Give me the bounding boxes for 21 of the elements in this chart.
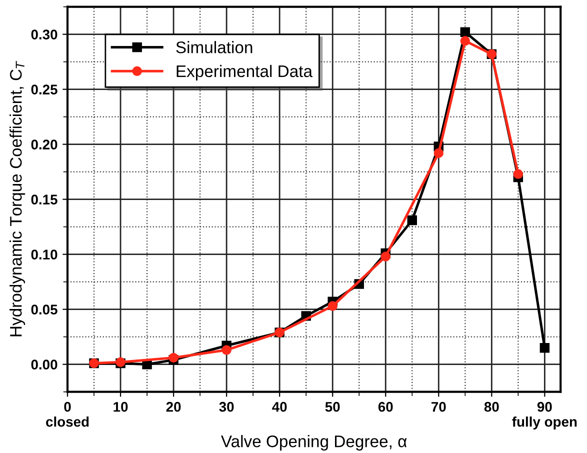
x-tick-label: 40	[272, 402, 287, 412]
legend-label: Simulation	[176, 41, 252, 54]
x-tick-label: 30	[219, 402, 234, 412]
y-tick-label: 0.20	[31, 140, 58, 150]
x-tick-label: 20	[166, 402, 181, 412]
y-tick-label: 0.05	[31, 304, 58, 315]
x-tick-label: 90 fully open	[512, 402, 577, 430]
x-tick-label: 50	[325, 402, 340, 412]
x-tick-label: 10	[114, 402, 128, 412]
x-tick-label: 60	[378, 402, 393, 412]
x-tick-label: 70	[432, 402, 446, 412]
x-tick-label: 80	[484, 402, 499, 412]
x-tick-label: 0 closed	[46, 402, 89, 427]
y-tick-label: 0.25	[31, 84, 58, 94]
y-tick-label: 0.10	[31, 250, 58, 260]
y-tick-label: 0.00	[31, 360, 58, 370]
x-axis-title: Valve Opening Degree, α	[220, 435, 407, 451]
y-tick-label: 0.15	[31, 194, 58, 204]
y-axis-title: Hydrodynamic Torque Coefficient, C$_{T}$	[10, 60, 26, 336]
y-tick-label: 0.30	[31, 30, 58, 40]
legend-label: Experimental Data	[176, 64, 313, 80]
